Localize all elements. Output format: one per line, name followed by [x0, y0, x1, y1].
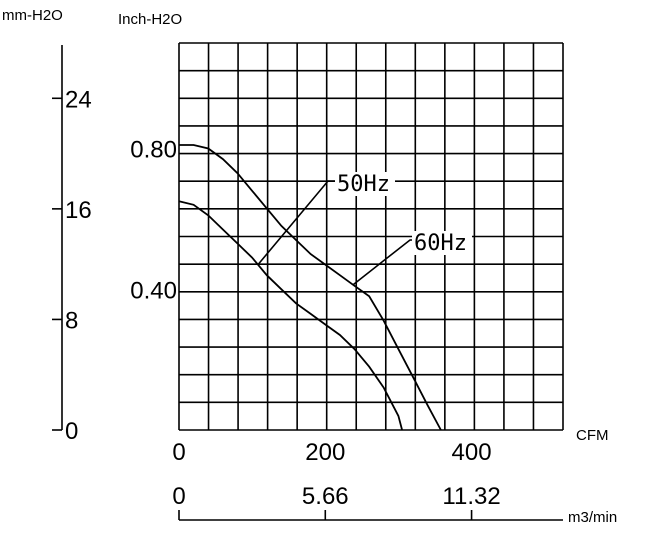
- mm-tick-label: 24: [65, 86, 92, 113]
- cfm-tick-label: 400: [452, 439, 492, 466]
- mm-tick-label: 16: [65, 197, 92, 224]
- cfm-tick-label: 200: [305, 439, 345, 466]
- m3min-tick-label: 5.66: [302, 483, 349, 510]
- m3min-tick-label: 0: [172, 483, 185, 510]
- mm-unit-label: mm-H2O: [2, 7, 63, 24]
- inch-tick-label: 0.80: [130, 137, 177, 164]
- series-curve-50hz: [178, 200, 403, 431]
- callout-leader: [257, 180, 336, 266]
- inch-unit-label: Inch-H2O: [118, 11, 182, 28]
- series-curve-60hz: [179, 144, 442, 431]
- callout-label-bg: [412, 231, 472, 255]
- mm-tick-label: 0: [65, 418, 78, 445]
- m3min-tick-label: 11.32: [442, 483, 500, 510]
- callout-label-50hz: 50Hz: [337, 172, 390, 197]
- m3min-unit-label: m3/min: [568, 509, 617, 526]
- mm-tick-label: 8: [65, 307, 78, 334]
- grid: [178, 42, 564, 431]
- callout-label-60hz: 60Hz: [414, 231, 467, 256]
- cfm-tick-label: 0: [172, 439, 185, 466]
- cfm-unit-label: CFM: [576, 427, 609, 444]
- callout-label-bg: [335, 172, 395, 196]
- inch-tick-label: 0.40: [130, 277, 177, 304]
